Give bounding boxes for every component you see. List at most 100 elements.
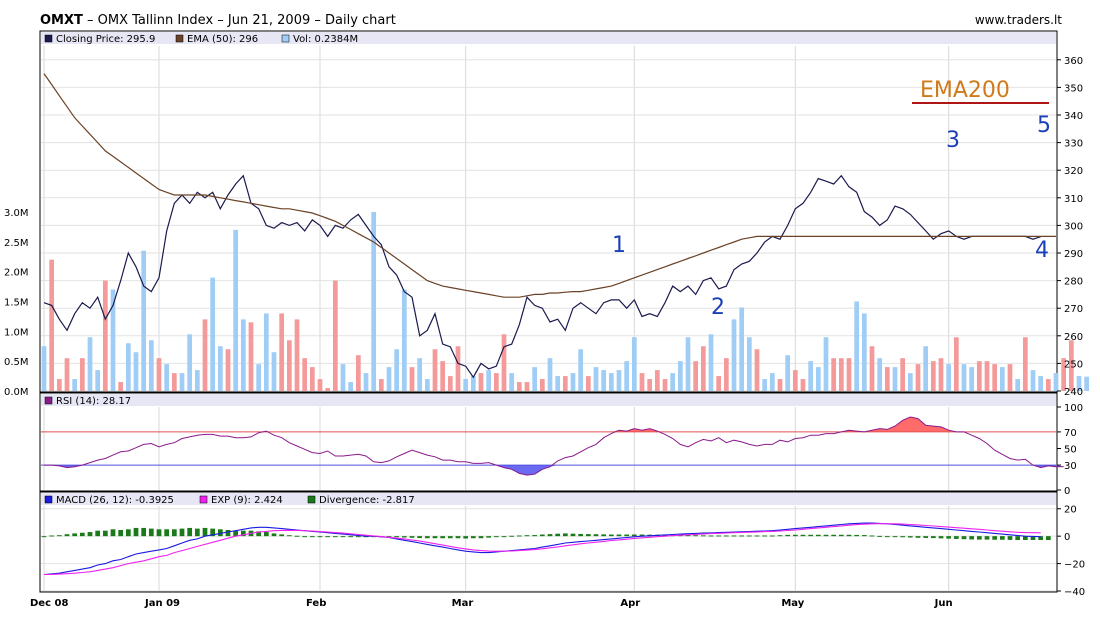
legend-macd: MACD (26, 12): -0.3925 [56, 495, 174, 506]
divergence-bar [133, 527, 139, 537]
volume-bar [777, 379, 783, 391]
divergence-bar [87, 532, 93, 537]
volume-tick-label: 1.0M [4, 327, 29, 338]
divergence-bar [746, 535, 752, 537]
volume-bar [969, 367, 975, 391]
rsi-line [44, 416, 1064, 476]
divergence-bar [286, 535, 292, 537]
divergence-bar [923, 536, 929, 538]
volume-bar [861, 313, 867, 391]
volume-bar [194, 370, 200, 391]
rsi-tick-label: 0 [1064, 486, 1070, 497]
divergence-bar [79, 532, 85, 537]
price-tick-label: 350 [1064, 83, 1083, 94]
divergence-bar [417, 536, 423, 539]
volume-bar [815, 367, 821, 391]
price-legend-bar [41, 32, 1056, 44]
divergence-bar [976, 536, 982, 540]
legend-swatch-closing [44, 34, 53, 43]
divergence-bar [102, 530, 108, 537]
volume-bar [654, 370, 660, 391]
divergence-bar [585, 534, 591, 537]
volume-bar [884, 367, 890, 391]
legend-divergence: Divergence: -2.817 [319, 495, 415, 506]
legend-closing-price: Closing Price: 295.9 [56, 34, 155, 45]
volume-bar [79, 358, 85, 391]
divergence-bar [800, 534, 806, 537]
x-tick-label: Feb [306, 598, 326, 609]
divergence-bar [662, 534, 668, 537]
volume-bar [831, 358, 837, 391]
symbol-label: OMXT [40, 13, 83, 28]
volume-bar [409, 367, 415, 391]
volume-bar [1015, 379, 1021, 391]
divergence-bar [631, 534, 637, 537]
legend-swatch-ema [175, 34, 184, 43]
axis-labels: Dec 08 Jan 09 Feb Mar Apr May Jun2402502602702… [4, 56, 1085, 609]
volume-bar [846, 358, 852, 391]
divergence-bar [125, 529, 131, 537]
volume-bar [953, 337, 959, 391]
divergence-bar [854, 534, 860, 537]
macd-tick-label: −20 [1064, 560, 1085, 571]
divergence-bar [999, 536, 1005, 540]
divergence-bar [777, 535, 783, 537]
divergence-bar [693, 535, 699, 537]
divergence-bar [578, 533, 584, 537]
macd-panel-frame [39, 491, 1058, 593]
price-tick-label: 360 [1064, 56, 1083, 67]
divergence-bar [892, 536, 898, 538]
exp-signal-line [44, 523, 1041, 576]
volume-bar [302, 358, 308, 391]
macd-tick-label: 0 [1064, 532, 1070, 543]
volume-tick-label: 2.0M [4, 268, 29, 279]
volume-bar [164, 364, 170, 391]
macd-tick-label: −40 [1064, 587, 1085, 598]
divergence-bar [930, 536, 936, 539]
divergence-bar [164, 529, 170, 537]
volume-bar [1007, 364, 1013, 391]
volume-bar [394, 349, 400, 391]
volume-bar [877, 358, 883, 391]
divergence-bar [815, 534, 821, 537]
volume-bar [670, 373, 676, 391]
divergence-bar [785, 534, 791, 537]
divergence-bar [440, 536, 446, 539]
divergence-bar [210, 528, 216, 537]
price-tick-label: 260 [1064, 332, 1083, 343]
price-tick-label: 270 [1064, 304, 1083, 315]
volume-bar [417, 358, 423, 391]
divergence-bar [555, 533, 561, 537]
volume-bar [754, 349, 760, 391]
volume-tick-label: 3.0M [4, 208, 29, 219]
divergence-bar [325, 536, 331, 538]
volume-bar [785, 355, 791, 391]
x-tick-label: Jun [934, 598, 953, 609]
volume-bar [838, 358, 844, 391]
volume-bar [1084, 376, 1090, 391]
divergence-bar [271, 533, 277, 537]
volume-bar [171, 373, 177, 391]
divergence-bar [624, 534, 630, 537]
divergence-bar [501, 536, 507, 538]
divergence-bar [823, 534, 829, 537]
volume-bar [693, 361, 699, 391]
divergence-bar [1038, 536, 1044, 540]
divergence-bar [1045, 536, 1051, 541]
divergence-bar [861, 535, 867, 537]
divergence-bar [478, 536, 484, 539]
volume-tick-label: 0.0M [4, 387, 29, 398]
divergence-bar [739, 535, 745, 537]
divergence-bar [1007, 536, 1013, 540]
macd-tick-label: 20 [1064, 505, 1077, 516]
volume-tick-label: 0.5M [4, 357, 29, 368]
price-tick-label: 310 [1064, 194, 1083, 205]
volume-bar [401, 289, 407, 391]
divergence-bar [118, 529, 124, 537]
volume-bar [187, 334, 193, 391]
volume-bar [907, 373, 913, 391]
chart-description: – OMX Tallinn Index – Jun 21, 2009 – Dai… [82, 13, 396, 28]
divergence-bar [256, 531, 262, 537]
divergence-bar [723, 535, 729, 537]
legend-exp: EXP (9): 2.424 [211, 495, 283, 506]
